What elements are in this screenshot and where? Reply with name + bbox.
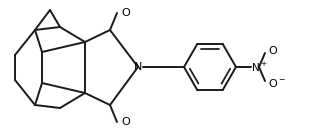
Text: O: O (121, 8, 130, 18)
Text: O$^-$: O$^-$ (268, 77, 286, 89)
Text: O: O (268, 46, 277, 56)
Text: O: O (121, 117, 130, 127)
Text: N$^+$: N$^+$ (251, 60, 267, 74)
Text: N: N (134, 62, 142, 72)
